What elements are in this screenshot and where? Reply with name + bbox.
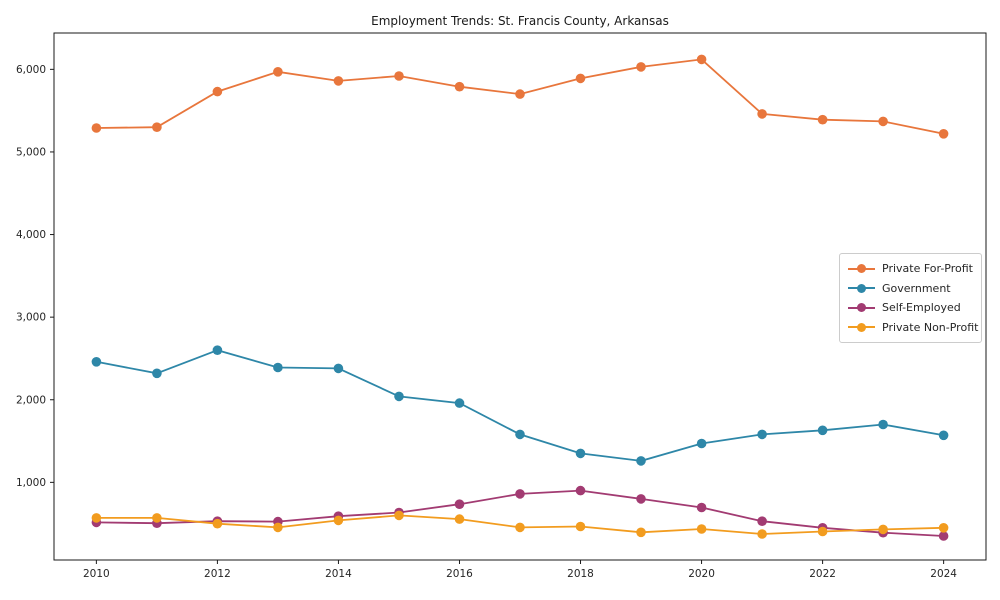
data-point-government — [938, 430, 949, 441]
data-point-government — [757, 429, 767, 440]
legend-item: Government — [848, 279, 973, 299]
data-point-government — [152, 368, 162, 379]
data-point-private-for-profit — [212, 86, 223, 97]
data-point-government — [212, 345, 223, 356]
data-point-private-non-profit — [394, 510, 404, 521]
data-point-private-for-profit — [636, 62, 646, 72]
legend-marker-icon — [848, 322, 875, 332]
x-tick-label: 2012 — [204, 568, 231, 580]
data-point-private-for-profit — [152, 122, 162, 132]
data-point-private-for-profit — [273, 67, 283, 77]
x-tick-label: 2018 — [567, 568, 594, 580]
data-point-private-for-profit — [575, 73, 586, 84]
data-point-private-for-profit — [394, 71, 404, 81]
data-point-self-employed — [757, 516, 767, 526]
x-tick-label: 2024 — [930, 568, 957, 580]
data-point-private-for-profit — [817, 114, 828, 125]
plot-border — [53, 32, 987, 561]
data-point-government — [454, 398, 465, 408]
legend-marker-icon — [848, 303, 875, 313]
data-point-self-employed — [515, 489, 525, 499]
data-point-private-non-profit — [817, 526, 828, 537]
data-point-self-employed — [938, 531, 949, 541]
legend-item-label: Private For-Profit — [882, 262, 973, 276]
data-point-government — [817, 425, 828, 436]
data-point-self-employed — [636, 494, 646, 504]
x-tick-label: 2020 — [688, 568, 715, 580]
data-point-private-for-profit — [938, 129, 949, 139]
legend-item: Private Non-Profit — [848, 318, 978, 338]
data-point-private-non-profit — [212, 518, 223, 529]
legend-marker-icon — [848, 264, 875, 274]
data-point-private-non-profit — [575, 521, 586, 532]
x-tick-label: 2014 — [325, 568, 352, 580]
data-point-private-non-profit — [273, 522, 283, 533]
x-tick-label: 2022 — [809, 568, 836, 580]
data-point-private-for-profit — [515, 89, 525, 99]
legend-item-label: Private Non-Profit — [882, 320, 979, 334]
data-point-private-for-profit — [757, 109, 767, 119]
y-tick-label: 2,000 — [16, 394, 46, 406]
data-point-private-non-profit — [454, 514, 465, 524]
data-point-private-non-profit — [696, 524, 707, 534]
x-tick-label: 2016 — [446, 568, 473, 580]
y-tick-label: 4,000 — [16, 229, 46, 241]
data-point-government — [394, 391, 404, 402]
data-point-government — [636, 456, 646, 466]
data-point-government — [333, 363, 344, 374]
y-tick-label: 3,000 — [16, 312, 46, 324]
legend-item-label: Government — [882, 281, 951, 295]
series-line-government — [96, 349, 944, 462]
legend-item: Self-Employed — [848, 298, 973, 318]
data-point-self-employed — [454, 499, 465, 510]
x-tick-label: 2010 — [83, 568, 110, 580]
y-tick-label: 5,000 — [16, 146, 46, 158]
data-point-private-for-profit — [696, 54, 707, 65]
data-point-government — [575, 448, 586, 459]
data-point-self-employed — [696, 502, 707, 513]
data-point-government — [878, 419, 888, 430]
data-point-government — [515, 429, 525, 440]
legend-item: Private For-Profit — [848, 259, 973, 279]
data-point-private-non-profit — [515, 522, 525, 533]
y-tick-label: 6,000 — [16, 64, 46, 76]
data-point-private-for-profit — [454, 81, 465, 92]
data-point-government — [696, 438, 707, 449]
data-point-private-non-profit — [91, 513, 102, 523]
data-point-self-employed — [575, 485, 586, 496]
data-point-private-non-profit — [878, 524, 888, 535]
legend-marker-icon — [848, 283, 875, 293]
legend-item-label: Self-Employed — [882, 301, 961, 315]
data-point-private-for-profit — [91, 123, 102, 133]
y-tick-label: 1,000 — [16, 477, 46, 489]
data-point-private-non-profit — [152, 513, 162, 523]
data-point-private-non-profit — [333, 515, 344, 526]
data-point-government — [273, 362, 283, 373]
data-point-private-non-profit — [938, 523, 949, 533]
data-point-private-for-profit — [878, 116, 888, 127]
legend: Private For-Profit Government Self-Employe… — [839, 253, 982, 343]
data-point-government — [91, 357, 102, 367]
data-point-private-non-profit — [636, 527, 646, 538]
data-point-private-non-profit — [757, 529, 767, 539]
chart-title: Employment Trends: St. Francis County, A… — [371, 14, 669, 28]
data-point-private-for-profit — [333, 76, 344, 86]
